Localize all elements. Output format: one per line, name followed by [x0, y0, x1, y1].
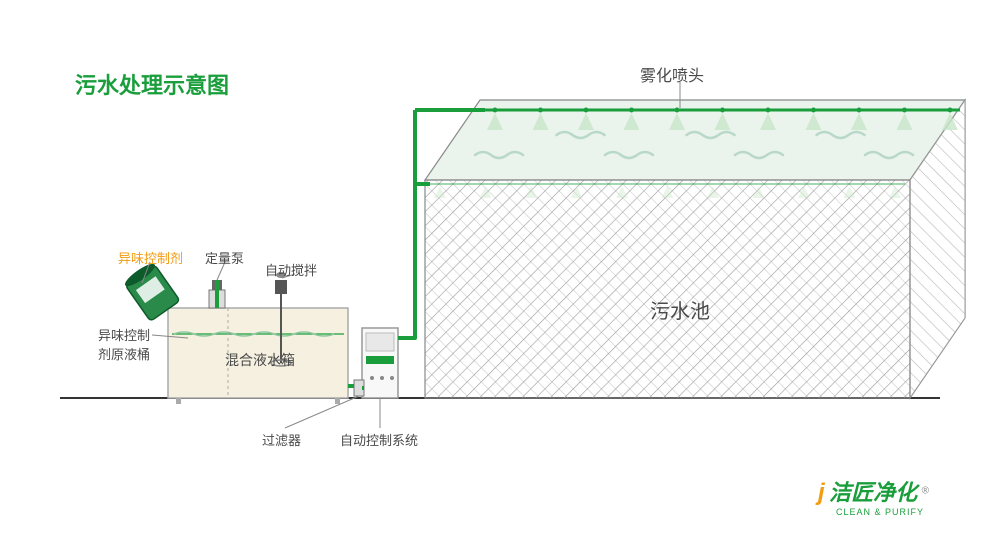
label-spray-head: 雾化喷头 — [640, 62, 704, 86]
brand-logo: j 洁匠净化 ® CLEAN & PURIFY — [818, 475, 929, 517]
logo-icon: j — [818, 479, 825, 506]
label-auto-mix: 自动搅拌 — [265, 260, 317, 279]
label-mix-tank: 混合液水箱 — [225, 350, 295, 370]
logo-brand-text: 洁匠净化 — [829, 480, 917, 505]
logo-sub-text: CLEAN & PURIFY — [836, 507, 929, 517]
label-odor-barrel: 异味控制 剂原液桶 — [98, 325, 150, 363]
label-dosing-pump: 定量泵 — [205, 248, 244, 267]
label-odor-agent: 异味控制剂 — [118, 248, 183, 267]
label-sewage-pool: 污水池 — [650, 295, 710, 324]
diagram-title: 污水处理示意图 — [75, 68, 229, 100]
label-auto-ctrl: 自动控制系统 — [340, 430, 418, 449]
label-filter: 过滤器 — [262, 430, 301, 449]
